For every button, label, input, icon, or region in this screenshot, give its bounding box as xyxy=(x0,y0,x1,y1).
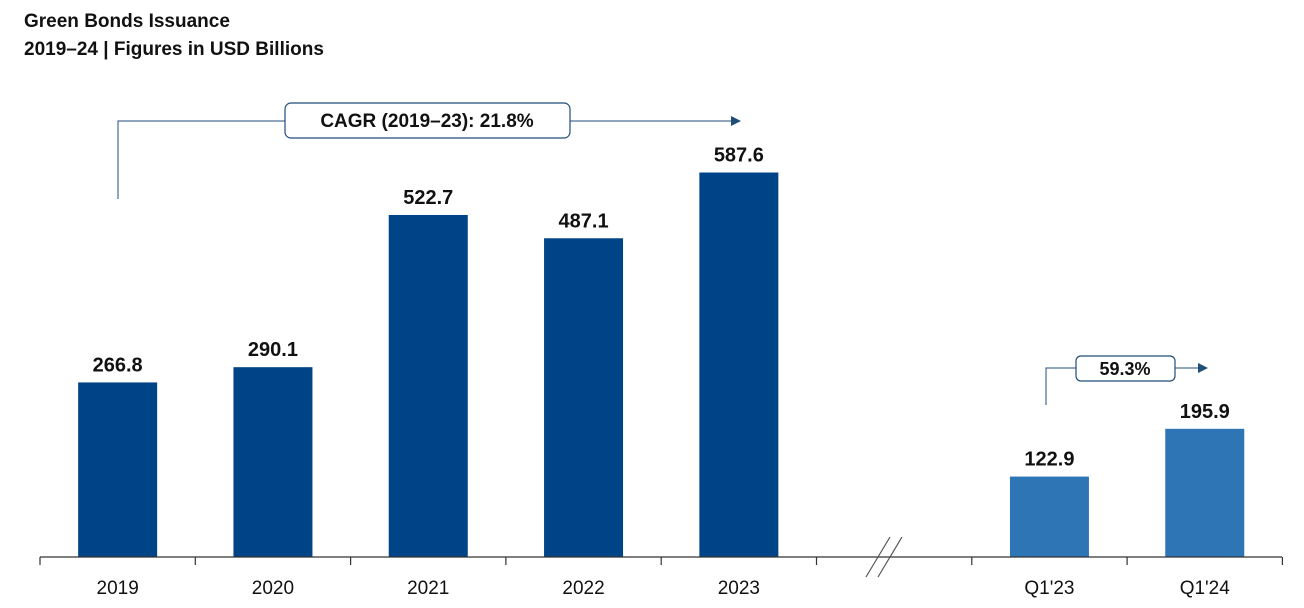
bar-2022 xyxy=(544,238,624,557)
bar-2023 xyxy=(699,172,779,557)
bar-value-label: 195.9 xyxy=(1180,401,1230,423)
category-labels-group: 2019 2020 2021 2022 2023 Q1'23 Q1'24 xyxy=(97,578,1231,599)
category-label: 2022 xyxy=(562,578,604,599)
bar-value-label: 290.1 xyxy=(248,339,298,361)
chart-title: Green Bonds Issuance xyxy=(24,11,230,32)
bars-group xyxy=(78,172,1245,557)
chart-subtitle: 2019–24 | Figures in USD Billions xyxy=(24,39,324,60)
bar-value-label: 487.1 xyxy=(559,210,609,232)
bar-2020 xyxy=(233,367,313,557)
q1-growth-annotation: 59.3% xyxy=(1045,355,1208,405)
category-label: 2019 xyxy=(97,578,139,599)
cagr-annotation-text: CAGR (2019–23): 21.8% xyxy=(320,111,533,132)
category-label: 2021 xyxy=(407,578,449,599)
bar-q1-23 xyxy=(1009,476,1089,557)
q1-growth-arrow-head xyxy=(1198,363,1208,373)
category-label: 2023 xyxy=(718,578,760,599)
cagr-annotation: CAGR (2019–23): 21.8% xyxy=(117,102,741,199)
x-ticks-group xyxy=(39,557,1284,565)
bar-2019 xyxy=(78,382,158,557)
value-labels-group: 266.8 290.1 522.7 487.1 587.6 122.9 195.9 xyxy=(93,145,1230,471)
bar-value-label: 122.9 xyxy=(1024,449,1074,471)
bar-value-label: 266.8 xyxy=(93,354,143,376)
category-label: 2020 xyxy=(252,578,294,599)
bar-value-label: 587.6 xyxy=(714,145,764,167)
chart-title-block: Green Bonds Issuance 2019–24 | Figures i… xyxy=(24,8,324,64)
category-label: Q1'23 xyxy=(1024,578,1074,599)
cagr-arrow-head xyxy=(731,116,741,126)
bar-q1-24 xyxy=(1165,428,1245,557)
category-label: Q1'24 xyxy=(1180,578,1231,599)
bar-2021 xyxy=(388,214,468,557)
q1-growth-annotation-text: 59.3% xyxy=(1099,359,1150,379)
axis-break-mark xyxy=(865,536,903,578)
bar-value-label: 522.7 xyxy=(403,187,453,209)
